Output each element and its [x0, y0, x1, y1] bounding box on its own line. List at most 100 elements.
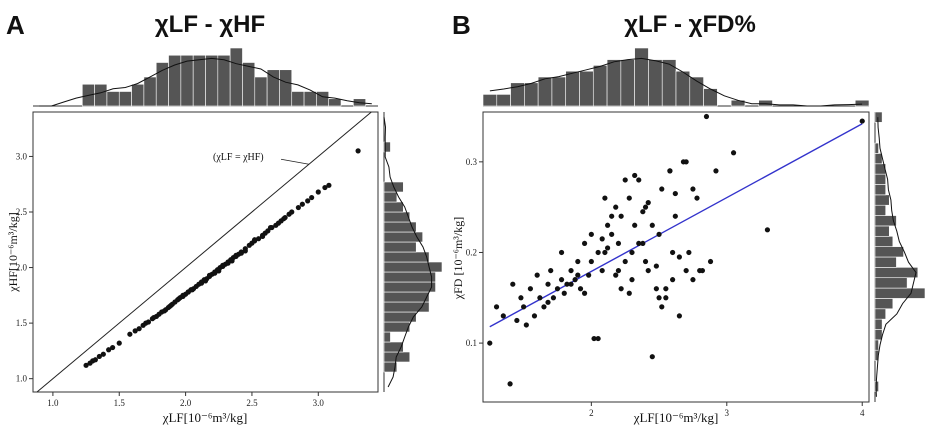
data-point [518, 295, 524, 301]
data-point [629, 249, 635, 256]
panel-a-x-axis-label: χLF[10⁻⁶m³/kg] [162, 410, 248, 425]
data-point [613, 272, 619, 278]
data-point [161, 308, 167, 314]
y-tick-label: 1.0 [16, 374, 28, 384]
density-curve [489, 57, 863, 107]
data-point [653, 286, 659, 292]
histogram-bar [565, 70, 580, 107]
data-point [713, 168, 719, 174]
panel-b-right-histogram [874, 111, 926, 402]
histogram-bar [383, 191, 398, 203]
data-point [656, 295, 662, 301]
data-point [683, 267, 689, 274]
data-point [561, 290, 567, 296]
histogram-bar [229, 47, 243, 107]
histogram-bar [383, 141, 391, 153]
histogram-bar [579, 70, 594, 107]
x-tick-label: 1.0 [47, 398, 59, 408]
data-point [267, 224, 274, 231]
panel-b-top-histogram [482, 47, 870, 107]
data-point [127, 331, 133, 337]
data-point [548, 267, 554, 274]
data-point [703, 113, 710, 120]
data-point [554, 286, 561, 292]
y-tick-label: 0.2 [466, 247, 477, 257]
panel-a-y-ticks: 1.0 1.5 2.0 2.5 3.0 [16, 151, 33, 384]
data-point [605, 245, 611, 251]
data-point [212, 270, 218, 276]
data-point [315, 189, 321, 195]
panel-b-y-ticks: 0.1 0.2 0.3 [466, 157, 483, 348]
data-point [550, 295, 557, 301]
data-point [694, 195, 700, 201]
data-point [225, 260, 231, 266]
histogram-bar [592, 65, 608, 107]
x-tick-label: 2 [589, 408, 594, 418]
histogram-bar [168, 54, 182, 107]
data-point [527, 286, 534, 292]
data-point [764, 227, 771, 233]
data-point [534, 272, 540, 278]
data-point [626, 195, 632, 201]
data-point [613, 204, 619, 210]
histogram-bar [217, 54, 231, 107]
histogram-bar [106, 91, 120, 107]
histogram-bar [383, 251, 430, 263]
data-point [537, 295, 543, 301]
density-curve [39, 57, 372, 107]
data-point [355, 148, 361, 154]
histogram-bar [758, 99, 773, 107]
histogram-bar [606, 59, 622, 107]
data-point [202, 278, 209, 284]
data-point [220, 262, 226, 268]
panel-a: A χLF - χHF (χLF = χHF) 1.0 1.5 2.0 2.5 3.0 … [6, 10, 443, 425]
data-point [238, 250, 244, 256]
data-point [622, 177, 628, 183]
histogram-bar [482, 94, 498, 107]
data-point [686, 249, 692, 256]
histogram-bar [537, 76, 553, 107]
data-point [605, 222, 611, 228]
data-point [116, 340, 122, 346]
data-point [507, 381, 513, 387]
histogram-bar [303, 91, 317, 107]
data-point [189, 287, 195, 293]
histogram-bar [143, 76, 157, 107]
panel-a-label: A [6, 10, 25, 40]
data-point [176, 296, 182, 302]
data-point [523, 322, 529, 328]
data-point [255, 236, 262, 242]
data-point [229, 258, 235, 264]
histogram-bar [874, 194, 890, 206]
panel-b-fit-line [489, 123, 863, 328]
y-tick-label: 3.0 [16, 151, 28, 161]
data-point [305, 198, 311, 204]
data-point [609, 213, 615, 219]
histogram-bar [874, 329, 883, 341]
histogram-bar [383, 321, 411, 333]
data-point [672, 190, 678, 197]
reference-leader [280, 158, 310, 165]
data-point [581, 290, 588, 296]
data-point [259, 233, 266, 240]
y-tick-label: 0.3 [466, 157, 478, 167]
data-point [558, 249, 565, 256]
histogram-bar [874, 225, 890, 237]
data-point [618, 286, 624, 292]
data-point [588, 258, 594, 265]
histogram-bar [383, 201, 404, 213]
data-point [96, 353, 102, 360]
data-point [730, 150, 737, 156]
histogram-bar [620, 59, 635, 107]
data-point [642, 204, 649, 210]
histogram-bar [266, 69, 280, 107]
histogram-bar [192, 54, 206, 107]
data-point [676, 254, 682, 260]
x-tick-label: 3.0 [313, 398, 325, 408]
histogram-bar [874, 235, 894, 247]
histogram-bar [316, 91, 330, 107]
histogram-bar [383, 271, 436, 283]
data-point [206, 272, 213, 278]
data-point [602, 195, 608, 201]
